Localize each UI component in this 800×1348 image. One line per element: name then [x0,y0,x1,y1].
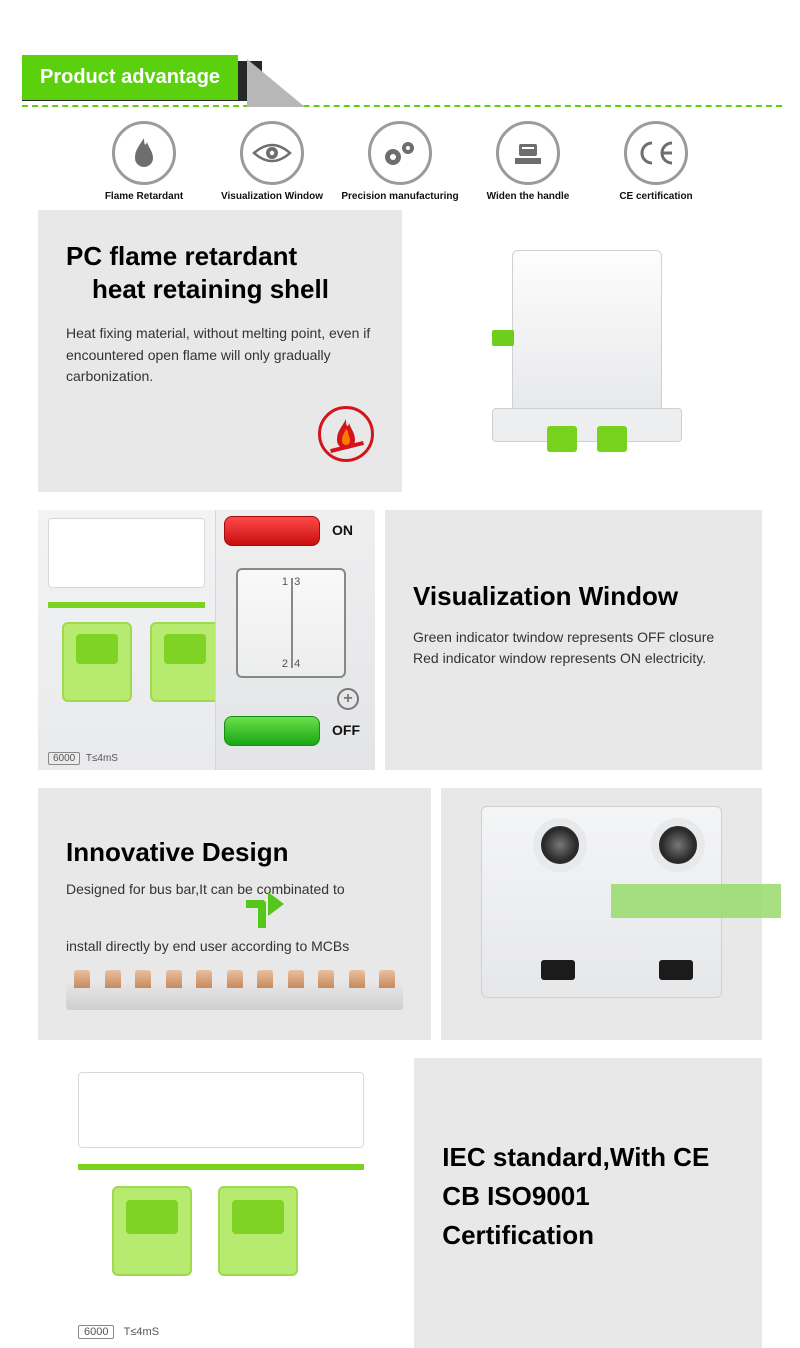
handle-icon [496,121,560,185]
flame-icon [112,121,176,185]
on-label: ON [332,522,353,538]
header-title: Product advantage [40,66,220,88]
feature-icon-row: Flame Retardant Visualization Window Pre… [0,121,800,202]
text-panel: Visualization Window Green indicator twi… [385,510,762,770]
section-title: Visualization Window [413,580,734,613]
spec-badge: 6000 [48,752,80,765]
product-image-panel: 6000 T≤4mS [38,1058,404,1348]
text-panel: Innovative Design Designed for bus bar,I… [38,788,431,1040]
title-line: PC flame retardant [66,241,297,271]
spec-text: T≤4mS [124,1326,159,1338]
text-panel: IEC standard,With CE CB ISO9001 Certific… [414,1058,762,1348]
breaker-top-graphic [441,788,762,1028]
header: Product advantage [22,55,800,115]
spec-badge: 6000 [78,1325,114,1339]
breaker-front-graphic: 6000 T≤4mS [38,510,215,770]
product-image-panel [441,788,762,1040]
eye-icon [240,121,304,185]
screw-icon: + [337,688,359,710]
feature-icon-eye: Visualization Window [222,121,322,202]
arrow-graphic [246,908,403,928]
section-title: Innovative Design [66,836,403,869]
on-indicator [224,516,320,546]
title-line: heat retaining shell [66,273,374,306]
section-body-line: Designed for bus bar,It can be combinate… [66,879,403,901]
header-wedge [247,59,305,107]
wiring-diagram-icon: 1 3 2 4 [236,568,346,678]
off-indicator [224,716,320,746]
icon-label: Visualization Window [221,191,323,202]
header-dashed-line [22,105,782,107]
section-innovative: Innovative Design Designed for bus bar,I… [38,788,762,1040]
icon-label: Widen the handle [487,191,570,202]
product-image-panel: 6000 T≤4mS ON 1 3 2 4 + OFF [38,510,375,770]
section-certification: 6000 T≤4mS IEC standard,With CE CB ISO90… [38,1058,762,1348]
busbar-graphic [66,982,403,1010]
breaker-front-graphic: 6000 T≤4mS [68,1058,374,1348]
spec-text: T≤4mS [86,753,118,764]
feature-icon-flame: Flame Retardant [94,121,194,202]
icon-label: CE certification [619,191,692,202]
text-panel: PC flame retardant heat retaining shell … [38,210,402,492]
indicator-closeup: ON 1 3 2 4 + OFF [215,510,375,770]
gears-icon [368,121,432,185]
icon-label: Flame Retardant [105,191,183,202]
feature-icon-ce: CE certification [606,121,706,202]
section-visualization: 6000 T≤4mS ON 1 3 2 4 + OFF Visualizatio… [38,510,762,770]
feature-icon-handle: Widen the handle [478,121,578,202]
section-title: PC flame retardant heat retaining shell [66,240,374,305]
header-title-badge: Product advantage [22,55,238,100]
section-flame-retardant: PC flame retardant heat retaining shell … [38,210,762,492]
breaker-side-graphic [440,240,734,460]
section-body-line: install directly by end user according t… [66,936,403,958]
feature-icon-gears: Precision manufacturing [350,121,450,202]
section-body: Green indicator twindow represents OFF c… [413,627,734,670]
off-label: OFF [332,722,360,738]
ce-icon [624,121,688,185]
section-title: IEC standard,With CE CB ISO9001 Certific… [442,1138,734,1255]
no-flame-icon [318,406,374,462]
icon-label: Precision manufacturing [341,191,458,202]
product-image-panel [412,210,762,492]
section-body: Heat fixing material, without melting po… [66,323,374,388]
